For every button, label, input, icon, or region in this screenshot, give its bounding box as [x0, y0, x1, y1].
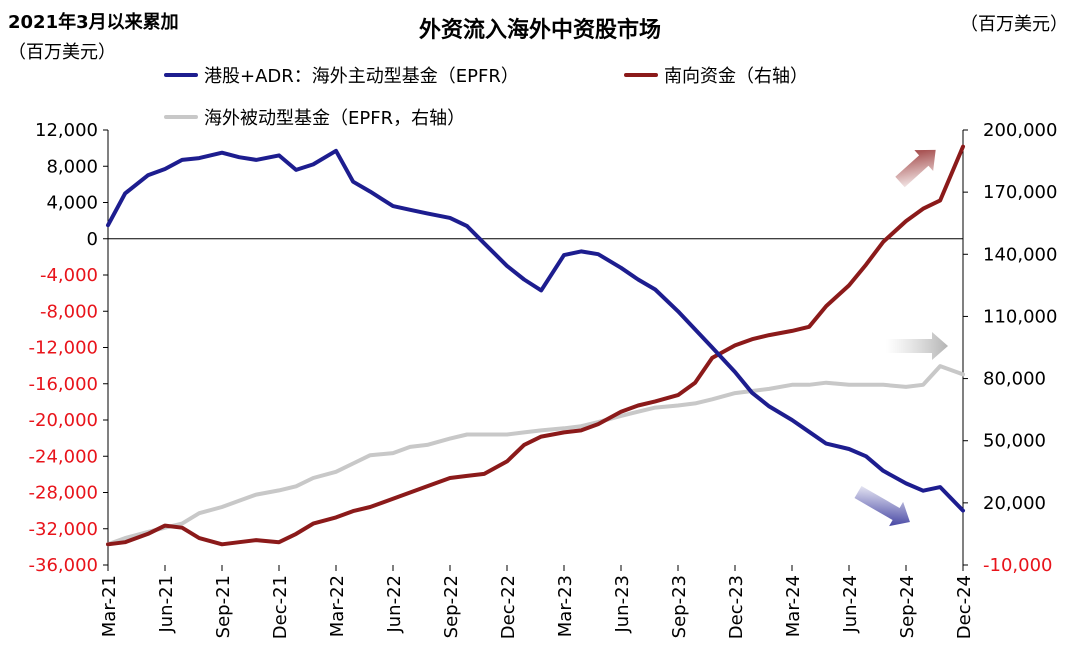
right-tick-label: 140,000 — [983, 244, 1057, 265]
trend-arrow-up — [895, 149, 936, 188]
left-tick-label: -20,000 — [29, 410, 98, 431]
right-tick-label: -10,000 — [983, 555, 1052, 576]
legend-item-passive-funds: 海外被动型基金（EPFR，右轴） — [164, 104, 465, 130]
left-tick-label: -8,000 — [40, 301, 98, 322]
left-tick-label: -28,000 — [29, 483, 98, 504]
x-tick-label: Jun-24 — [840, 575, 861, 634]
x-tick-label: Dec-24 — [954, 575, 975, 639]
left-axis-label-line2: （百万美元） — [8, 42, 116, 63]
legend-label-southbound: 南向资金（右轴） — [664, 66, 808, 87]
chart-title: 外资流入海外中资股市场 — [418, 18, 661, 43]
right-tick-label: 110,000 — [983, 306, 1057, 327]
x-tick-label: Mar-23 — [555, 575, 576, 637]
series-line-southbound — [106, 144, 965, 547]
right-tick-label: 20,000 — [983, 493, 1046, 514]
trend-arrow-down — [854, 485, 910, 527]
left-tick-label: -36,000 — [29, 555, 98, 576]
left-tick-label: 0 — [87, 229, 98, 250]
legend-label-active-funds: 港股+ADR：海外主动型基金（EPFR） — [204, 66, 519, 87]
left-axis-label-line1: 2021年3月以来累加 — [8, 12, 179, 33]
left-tick-label: 4,000 — [46, 193, 98, 214]
right-tick-label: 170,000 — [983, 182, 1057, 203]
left-tick-label: -16,000 — [29, 374, 98, 395]
right-tick-label: 50,000 — [983, 431, 1046, 452]
right-tick-label: 200,000 — [983, 120, 1057, 141]
left-tick-label: 12,000 — [35, 120, 98, 141]
x-tick-label: Dec-21 — [270, 575, 291, 639]
x-tick-label: Dec-22 — [498, 575, 519, 639]
x-tick-label: Sep-22 — [441, 575, 462, 638]
legend-swatch-passive-funds — [164, 115, 198, 119]
x-tick-label: Mar-22 — [327, 575, 348, 637]
legend-swatch-active-funds — [164, 73, 198, 77]
x-tick-label: Sep-24 — [897, 575, 918, 638]
x-tick-label: Dec-23 — [726, 575, 747, 639]
right-tick-label: 80,000 — [983, 369, 1046, 390]
x-tick-label: Sep-23 — [669, 575, 690, 638]
trend-arrow-right — [886, 332, 948, 360]
x-tick-label: Jun-21 — [156, 575, 177, 634]
left-tick-label: -32,000 — [29, 519, 98, 540]
series-line-active-funds — [106, 148, 965, 513]
legend-swatch-southbound — [624, 73, 658, 77]
left-tick-label: -12,000 — [29, 338, 98, 359]
right-axis-label: （百万美元） — [960, 14, 1068, 35]
left-tick-label: -4,000 — [40, 265, 98, 286]
legend-label-passive-funds: 海外被动型基金（EPFR，右轴） — [204, 108, 466, 129]
x-tick-label: Mar-24 — [783, 575, 804, 637]
legend-item-active-funds: 港股+ADR：海外主动型基金（EPFR） — [164, 62, 519, 88]
x-tick-label: Jun-22 — [384, 575, 405, 634]
x-tick-label: Sep-21 — [213, 575, 234, 638]
left-tick-label: -24,000 — [29, 446, 98, 467]
x-tick-label: Jun-23 — [612, 575, 633, 634]
x-tick-label: Mar-21 — [99, 575, 120, 637]
legend-item-southbound: 南向资金（右轴） — [624, 62, 808, 88]
series-line-passive-funds — [106, 364, 965, 547]
left-tick-label: 8,000 — [46, 156, 98, 177]
